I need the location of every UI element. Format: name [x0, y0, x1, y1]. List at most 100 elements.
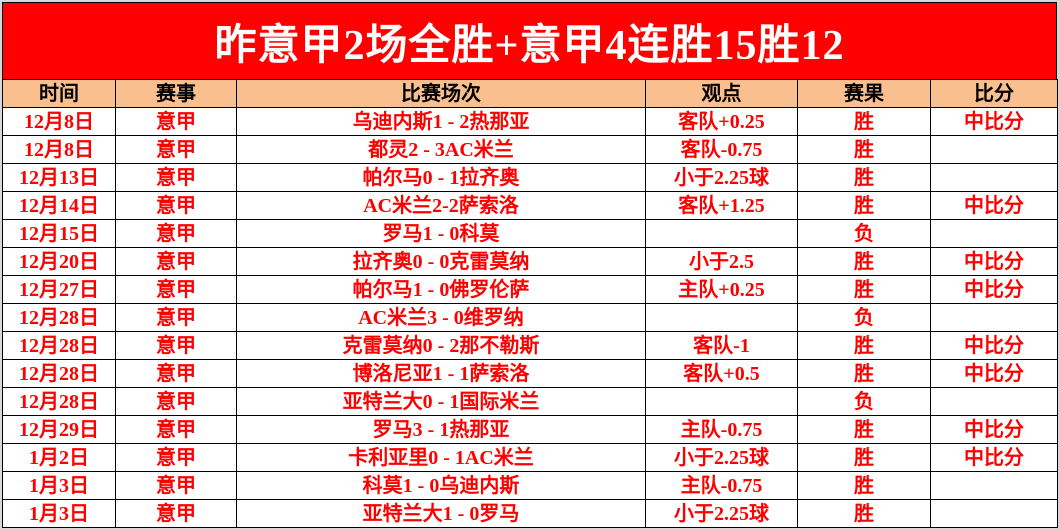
table-row: 12月28日 意甲 亚特兰大0 - 1国际米兰 负 [2, 387, 1058, 416]
time-cell: 12月13日 [2, 163, 116, 192]
score-cell [930, 135, 1058, 164]
opinion-cell [645, 303, 798, 332]
opinion-cell: 小于2.25球 [645, 499, 798, 528]
league-cell: 意甲 [115, 275, 237, 304]
match-cell: 科莫1 - 0乌迪内斯 [236, 471, 646, 500]
opinion-cell: 客队+0.5 [645, 359, 798, 388]
opinion-cell [645, 387, 798, 416]
score-cell [930, 163, 1058, 192]
table-row: 12月8日 意甲 乌迪内斯1 - 2热那亚 客队+0.25 胜中比分 [2, 107, 1058, 136]
column-header-time: 时间 [2, 79, 116, 108]
score-cell: 中比分 [930, 359, 1058, 388]
league-cell: 意甲 [115, 387, 237, 416]
result-cell: 胜 [797, 359, 931, 388]
time-cell: 12月8日 [2, 107, 116, 136]
table-row: 12月14日 意甲 AC米兰2-2萨索洛 客队+1.25 胜中比分 [2, 191, 1058, 220]
score-cell: 中比分 [930, 247, 1058, 276]
time-cell: 12月28日 [2, 331, 116, 360]
table-row: 1月3日 意甲 科莫1 - 0乌迪内斯 主队-0.75 胜 [2, 471, 1058, 500]
league-cell: 意甲 [115, 303, 237, 332]
opinion-cell: 主队+0.25 [645, 275, 798, 304]
time-cell: 1月3日 [2, 499, 116, 528]
score-cell [930, 387, 1058, 416]
time-cell: 12月14日 [2, 191, 116, 220]
table-row: 12月29日 意甲 罗马3 - 1热那亚 主队-0.75 胜中比分 [2, 415, 1058, 444]
league-cell: 意甲 [115, 135, 237, 164]
time-cell: 12月8日 [2, 135, 116, 164]
result-cell: 负 [797, 219, 931, 248]
match-cell: AC米兰2-2萨索洛 [236, 191, 646, 220]
league-cell: 意甲 [115, 499, 237, 528]
table-row: 12月15日 意甲 罗马1 - 0科莫 负 [2, 219, 1058, 248]
result-cell: 胜 [797, 499, 931, 528]
score-cell [930, 303, 1058, 332]
result-cell: 胜 [797, 191, 931, 220]
league-cell: 意甲 [115, 443, 237, 472]
column-header-score: 比分 [930, 79, 1058, 108]
score-cell: 中比分 [930, 415, 1058, 444]
match-cell: 都灵2 - 3AC米兰 [236, 135, 646, 164]
score-cell: 中比分 [930, 331, 1058, 360]
table-row: 12月8日 意甲 都灵2 - 3AC米兰 客队-0.75 胜 [2, 135, 1058, 164]
match-cell: 罗马1 - 0科莫 [236, 219, 646, 248]
result-cell: 负 [797, 387, 931, 416]
result-cell: 胜 [797, 135, 931, 164]
opinion-cell: 小于2.5 [645, 247, 798, 276]
score-cell: 中比分 [930, 107, 1058, 136]
league-cell: 意甲 [115, 107, 237, 136]
result-cell: 胜 [797, 443, 931, 472]
opinion-cell: 主队-0.75 [645, 471, 798, 500]
opinion-cell: 客队+0.25 [645, 107, 798, 136]
table-row: 12月28日 意甲 AC米兰3 - 0维罗纳 负 [2, 303, 1058, 332]
opinion-cell: 客队-1 [645, 331, 798, 360]
table-row: 1月2日 意甲 卡利亚里0 - 1AC米兰 小于2.25球胜中比分 [2, 443, 1058, 472]
league-cell: 意甲 [115, 471, 237, 500]
table-row: 12月13日 意甲 帕尔马0 - 1拉齐奥 小于2.25球胜 [2, 163, 1058, 192]
time-cell: 12月28日 [2, 359, 116, 388]
match-cell: 亚特兰大1 - 0罗马 [236, 499, 646, 528]
banner: 昨意甲2场全胜+意甲4连胜15胜12 [2, 2, 1057, 79]
header-row: 时间 赛事 比赛场次 观点 赛果 比分 [2, 79, 1058, 108]
league-cell: 意甲 [115, 331, 237, 360]
result-cell: 胜 [797, 471, 931, 500]
opinion-cell: 客队-0.75 [645, 135, 798, 164]
column-header-match: 比赛场次 [236, 79, 646, 108]
table-row: 1月3日 意甲 亚特兰大1 - 0罗马 小于2.25球胜 [2, 499, 1058, 528]
result-cell: 胜 [797, 275, 931, 304]
score-cell [930, 219, 1058, 248]
time-cell: 12月27日 [2, 275, 116, 304]
match-cell: 乌迪内斯1 - 2热那亚 [236, 107, 646, 136]
table-row: 12月20日 意甲 拉齐奥0 - 0克雷莫纳 小于2.5 胜中比分 [2, 247, 1058, 276]
opinion-cell: 小于2.25球 [645, 163, 798, 192]
score-cell: 中比分 [930, 191, 1058, 220]
result-cell: 胜 [797, 107, 931, 136]
time-cell: 12月20日 [2, 247, 116, 276]
league-cell: 意甲 [115, 415, 237, 444]
column-header-result: 赛果 [797, 79, 931, 108]
opinion-cell: 小于2.25球 [645, 443, 798, 472]
match-cell: 博洛尼亚1 - 1萨索洛 [236, 359, 646, 388]
match-cell: 卡利亚里0 - 1AC米兰 [236, 443, 646, 472]
match-cell: 帕尔马1 - 0佛罗伦萨 [236, 275, 646, 304]
column-header-league: 赛事 [115, 79, 237, 108]
table-row: 12月27日 意甲 帕尔马1 - 0佛罗伦萨 主队+0.25 胜中比分 [2, 275, 1058, 304]
match-cell: AC米兰3 - 0维罗纳 [236, 303, 646, 332]
time-cell: 1月3日 [2, 471, 116, 500]
table-body: 12月8日 意甲 乌迪内斯1 - 2热那亚 客队+0.25 胜中比分 12月8日 意甲 都灵2… [2, 107, 1058, 528]
league-cell: 意甲 [115, 247, 237, 276]
league-cell: 意甲 [115, 163, 237, 192]
banner-title: 昨意甲2场全胜+意甲4连胜15胜12 [214, 22, 845, 69]
opinion-cell: 主队-0.75 [645, 415, 798, 444]
score-cell: 中比分 [930, 443, 1058, 472]
score-cell: 中比分 [930, 275, 1058, 304]
time-cell: 12月29日 [2, 415, 116, 444]
result-cell: 胜 [797, 163, 931, 192]
match-cell: 罗马3 - 1热那亚 [236, 415, 646, 444]
match-cell: 亚特兰大0 - 1国际米兰 [236, 387, 646, 416]
score-cell [930, 471, 1058, 500]
league-cell: 意甲 [115, 219, 237, 248]
score-cell [930, 499, 1058, 528]
time-cell: 1月2日 [2, 443, 116, 472]
time-cell: 12月15日 [2, 219, 116, 248]
